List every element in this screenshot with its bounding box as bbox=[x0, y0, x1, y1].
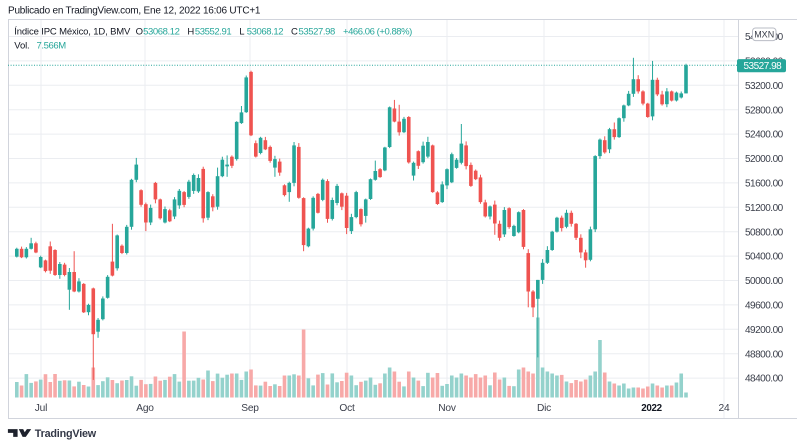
svg-text:7.566M: 7.566M bbox=[37, 40, 67, 51]
svg-text:Nov: Nov bbox=[438, 403, 457, 414]
svg-text:H: H bbox=[187, 27, 194, 38]
svg-text:53200.00: 53200.00 bbox=[745, 81, 784, 92]
svg-text:Dic: Dic bbox=[537, 403, 551, 414]
svg-text:24: 24 bbox=[719, 403, 730, 414]
svg-text:48800.00: 48800.00 bbox=[745, 349, 784, 360]
svg-text:Vol.: Vol. bbox=[14, 40, 29, 51]
svg-text:53068.12: 53068.12 bbox=[143, 27, 180, 38]
svg-text:50000.00: 50000.00 bbox=[745, 276, 784, 287]
svg-text:53552.91: 53552.91 bbox=[195, 27, 232, 38]
svg-text:51200.00: 51200.00 bbox=[745, 203, 784, 214]
svg-text:52000.00: 52000.00 bbox=[745, 154, 784, 165]
svg-text:48400.00: 48400.00 bbox=[745, 374, 784, 385]
svg-text:2022: 2022 bbox=[641, 403, 662, 414]
svg-text:49200.00: 49200.00 bbox=[745, 325, 784, 336]
svg-text:53527.98: 53527.98 bbox=[299, 27, 336, 38]
svg-text:L: L bbox=[239, 27, 244, 38]
svg-text:51600.00: 51600.00 bbox=[745, 179, 784, 190]
svg-text:+466.06 (+0.88%): +466.06 (+0.88%) bbox=[343, 27, 412, 38]
svg-text:52800.00: 52800.00 bbox=[745, 105, 784, 116]
svg-text:TradingView: TradingView bbox=[35, 428, 97, 440]
svg-text:53068.12: 53068.12 bbox=[247, 27, 284, 38]
svg-text:Índice IPC México, 1D, BMV: Índice IPC México, 1D, BMV bbox=[14, 27, 131, 38]
svg-text:C: C bbox=[291, 27, 298, 38]
svg-text:52400.00: 52400.00 bbox=[745, 130, 784, 141]
svg-text:Jul: Jul bbox=[35, 403, 47, 414]
svg-text:53527.98: 53527.98 bbox=[744, 61, 783, 72]
svg-text:MXN: MXN bbox=[754, 30, 774, 40]
svg-text:49600.00: 49600.00 bbox=[745, 301, 784, 312]
svg-text:50400.00: 50400.00 bbox=[745, 252, 784, 263]
svg-text:Publicado en TradingView.com,: Publicado en TradingView.com, Ene 12, 20… bbox=[8, 6, 261, 17]
svg-text:50800.00: 50800.00 bbox=[745, 227, 784, 238]
svg-text:Sep: Sep bbox=[241, 403, 259, 414]
svg-text:O: O bbox=[136, 27, 143, 38]
svg-text:Ago: Ago bbox=[136, 403, 154, 414]
svg-text:Oct: Oct bbox=[339, 403, 355, 414]
